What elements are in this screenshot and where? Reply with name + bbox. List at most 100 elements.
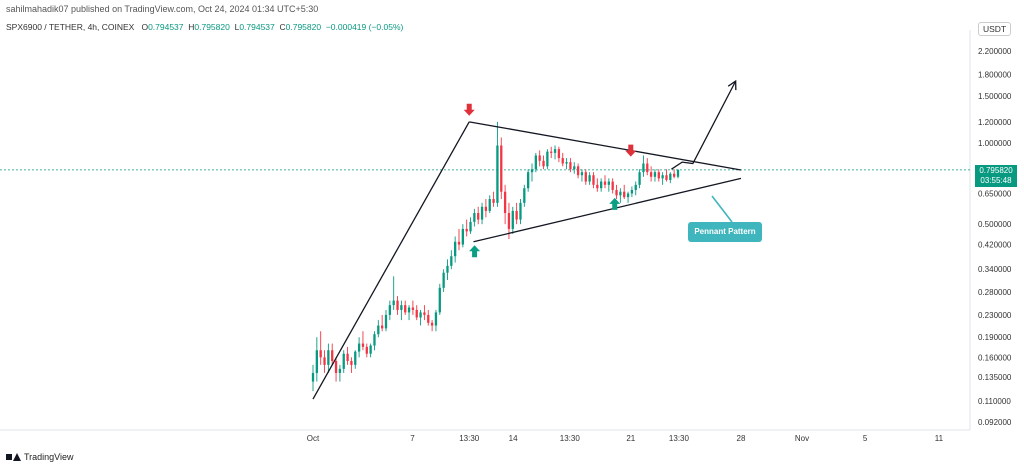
change-value: −0.000419 (−0.05%) [325, 22, 404, 32]
candle-body [503, 191, 507, 214]
candle-body [327, 350, 330, 365]
candle-body [415, 309, 418, 318]
candle-body [454, 241, 457, 257]
candle-body [423, 312, 426, 315]
candle-body [338, 368, 342, 373]
candle-body [357, 343, 361, 352]
low-label: L [234, 22, 240, 32]
candle-body [592, 175, 595, 185]
pennant-pattern-label[interactable]: Pennant Pattern [688, 222, 762, 242]
candle-body [511, 210, 514, 229]
time-tick-label: 14 [509, 434, 518, 443]
candle-body [346, 353, 349, 362]
candle-body [634, 184, 637, 190]
candle-body [323, 357, 326, 365]
time-tick-label: 11 [935, 434, 944, 443]
time-tick-label: 5 [863, 434, 868, 443]
close-value: 0.795820 [285, 22, 322, 32]
candle-body [384, 314, 388, 329]
price-tick-label: 0.280000 [978, 288, 1012, 297]
price-tick-label: 0.420000 [978, 241, 1012, 250]
candle-body [461, 228, 464, 245]
candle-body [434, 312, 438, 326]
candle-body [334, 361, 338, 373]
projection-arrow[interactable] [671, 80, 737, 170]
candle-body [669, 173, 672, 180]
price-tick-label: 0.500000 [978, 220, 1012, 229]
pennant-trendline[interactable] [312, 121, 470, 400]
candle-body [527, 172, 530, 189]
publish-header: sahilmahadik07 published on TradingView.… [6, 4, 319, 14]
candle-body [484, 206, 488, 211]
candle-body [569, 162, 572, 170]
price-tick-label: 2.200000 [978, 47, 1012, 56]
tradingview-logo-icon [6, 453, 21, 461]
candle-body [615, 189, 618, 196]
price-tick-label: 0.190000 [978, 333, 1012, 342]
candle-body [676, 169, 680, 177]
candle-body [638, 172, 641, 185]
price-tick-label: 1.800000 [978, 70, 1012, 79]
candle-body [442, 272, 445, 288]
candle-body [400, 305, 403, 310]
candle-body [600, 181, 603, 189]
current-price-value: 0.795820 [979, 166, 1013, 175]
candle-body [438, 287, 441, 313]
candle-body [473, 213, 476, 222]
candle-body [630, 189, 634, 194]
price-tick-label: 1.000000 [978, 139, 1012, 148]
candle-body [427, 314, 430, 323]
candle-body [538, 155, 541, 161]
candle-body [492, 199, 495, 203]
candle-body [465, 228, 468, 232]
candle-body [661, 175, 664, 179]
high-value: 0.795820 [194, 22, 230, 32]
candle-body [373, 334, 376, 346]
candle-body [576, 166, 580, 176]
candle-body [469, 221, 472, 232]
candle-body [430, 322, 434, 326]
candle-body [588, 175, 591, 182]
footer-brand: TradingView [24, 452, 74, 462]
candle-body [396, 300, 399, 310]
candle-body [557, 149, 561, 159]
candle-body [319, 350, 322, 358]
label-pointer [711, 195, 733, 223]
time-tick-label: 13:30 [669, 434, 690, 443]
footer: TradingView [6, 452, 74, 462]
candle-body [626, 193, 630, 198]
price-tick-label: 0.160000 [978, 353, 1012, 362]
candle-body [646, 163, 649, 173]
symbol-pair[interactable]: SPX6900 / TETHER, 4h, COINEX [6, 22, 135, 32]
candle-body [331, 350, 334, 362]
price-tick-label: 0.650000 [978, 189, 1012, 198]
candle-body [419, 312, 422, 318]
time-tick-label: 13:30 [560, 434, 581, 443]
currency-button[interactable]: USDT [978, 22, 1012, 36]
candle-body [392, 300, 395, 306]
candle-body [619, 191, 622, 196]
candle-body [623, 191, 626, 198]
candle-body [603, 181, 607, 185]
price-tick-label: 0.230000 [978, 311, 1012, 320]
candle-body [542, 160, 545, 167]
candle-body [407, 307, 411, 313]
pennant-trendline[interactable] [469, 121, 742, 171]
time-tick-label: 28 [737, 434, 746, 443]
price-tick-label: 0.110000 [978, 397, 1011, 406]
candle-body [404, 305, 407, 313]
pennant-trendline[interactable] [473, 177, 742, 243]
candle-body [657, 172, 660, 179]
candle-body [480, 206, 484, 220]
candle-body [553, 149, 557, 153]
candle-body [500, 145, 503, 192]
candle-body [573, 166, 576, 170]
candle-body [653, 172, 657, 177]
arrow-up-marker-icon [469, 245, 481, 258]
price-tick-label: 0.340000 [978, 265, 1012, 274]
candle-body [530, 169, 534, 173]
time-tick-label: 21 [626, 434, 635, 443]
candle-body [642, 163, 645, 173]
candle-body [515, 210, 518, 220]
